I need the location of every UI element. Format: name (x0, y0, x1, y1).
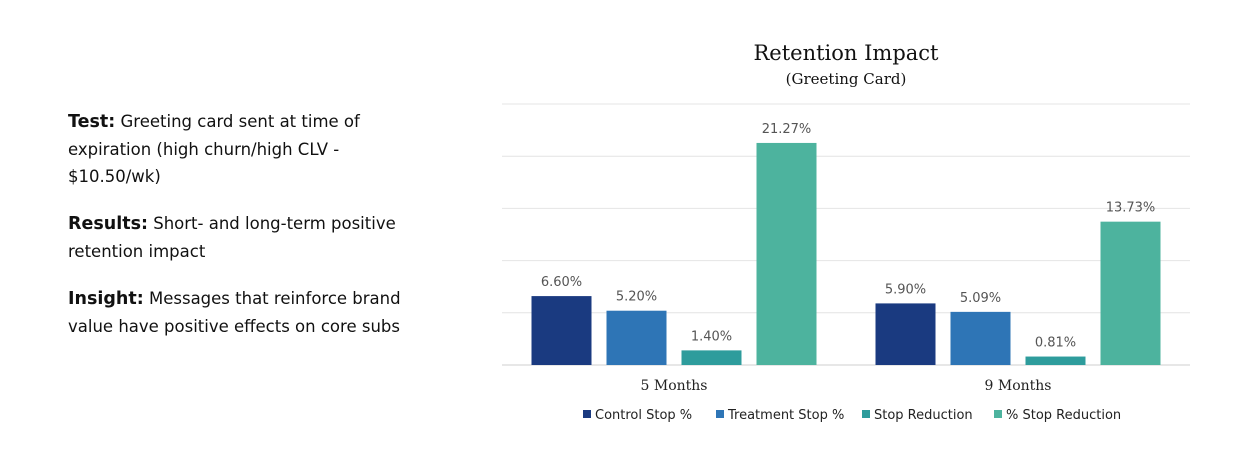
results-text: Short- and long-term positive retention … (68, 214, 396, 261)
legend-swatch (862, 410, 870, 418)
bar-value-label: 21.27% (762, 122, 812, 137)
bar (681, 350, 742, 365)
insight-label: Insight: (68, 289, 144, 309)
legend-swatch (994, 410, 1002, 418)
test-label: Test: (68, 112, 116, 132)
gridlines (502, 103, 1190, 366)
insight-block: Insight: Messages that reinforce brand v… (68, 285, 428, 340)
category-label: 9 Months (985, 378, 1052, 394)
bar (1025, 356, 1086, 365)
legend-label: Control Stop % (595, 408, 692, 423)
insight-text: Messages that reinforce brand value have… (68, 289, 401, 336)
bar (606, 310, 667, 365)
bar-value-label: 13.73% (1106, 201, 1156, 216)
category-label: 5 Months (641, 378, 708, 394)
text-panel: Test: Greeting card sent at time of expi… (68, 108, 428, 360)
legend-label: % Stop Reduction (1006, 408, 1121, 423)
legend-label: Stop Reduction (874, 408, 973, 423)
legend-swatch (716, 410, 724, 418)
bar-value-label: 5.90% (885, 282, 926, 297)
bar-value-label: 5.20% (616, 290, 657, 305)
bar (875, 303, 936, 365)
bar (950, 311, 1011, 365)
test-block: Test: Greeting card sent at time of expi… (68, 108, 428, 190)
chart-subtitle: (Greeting Card) (786, 70, 907, 88)
bar (531, 296, 592, 365)
bar (1100, 221, 1161, 365)
legend-label: Treatment Stop % (727, 408, 844, 423)
bar-value-label: 6.60% (541, 275, 582, 290)
bar-value-label: 5.09% (960, 291, 1001, 306)
bar-value-label: 1.40% (691, 329, 732, 344)
chart-title: Retention Impact (753, 41, 939, 65)
legend: Control Stop % Treatment Stop % Stop Reduc… (583, 408, 1121, 423)
bar (756, 142, 817, 365)
bars (531, 142, 1161, 365)
value-labels: 6.60% 5.20% 1.40% 21.27% 5.90% 5.09% 0.81% 13.7… (541, 122, 1155, 351)
bar-value-label: 0.81% (1035, 336, 1076, 351)
results-block: Results: Short- and long-term positive r… (68, 210, 428, 265)
category-labels: 5 Months 9 Months (641, 378, 1052, 394)
test-text: Greeting card sent at time of expiration… (68, 112, 360, 186)
legend-swatch (583, 410, 591, 418)
results-label: Results: (68, 214, 148, 234)
